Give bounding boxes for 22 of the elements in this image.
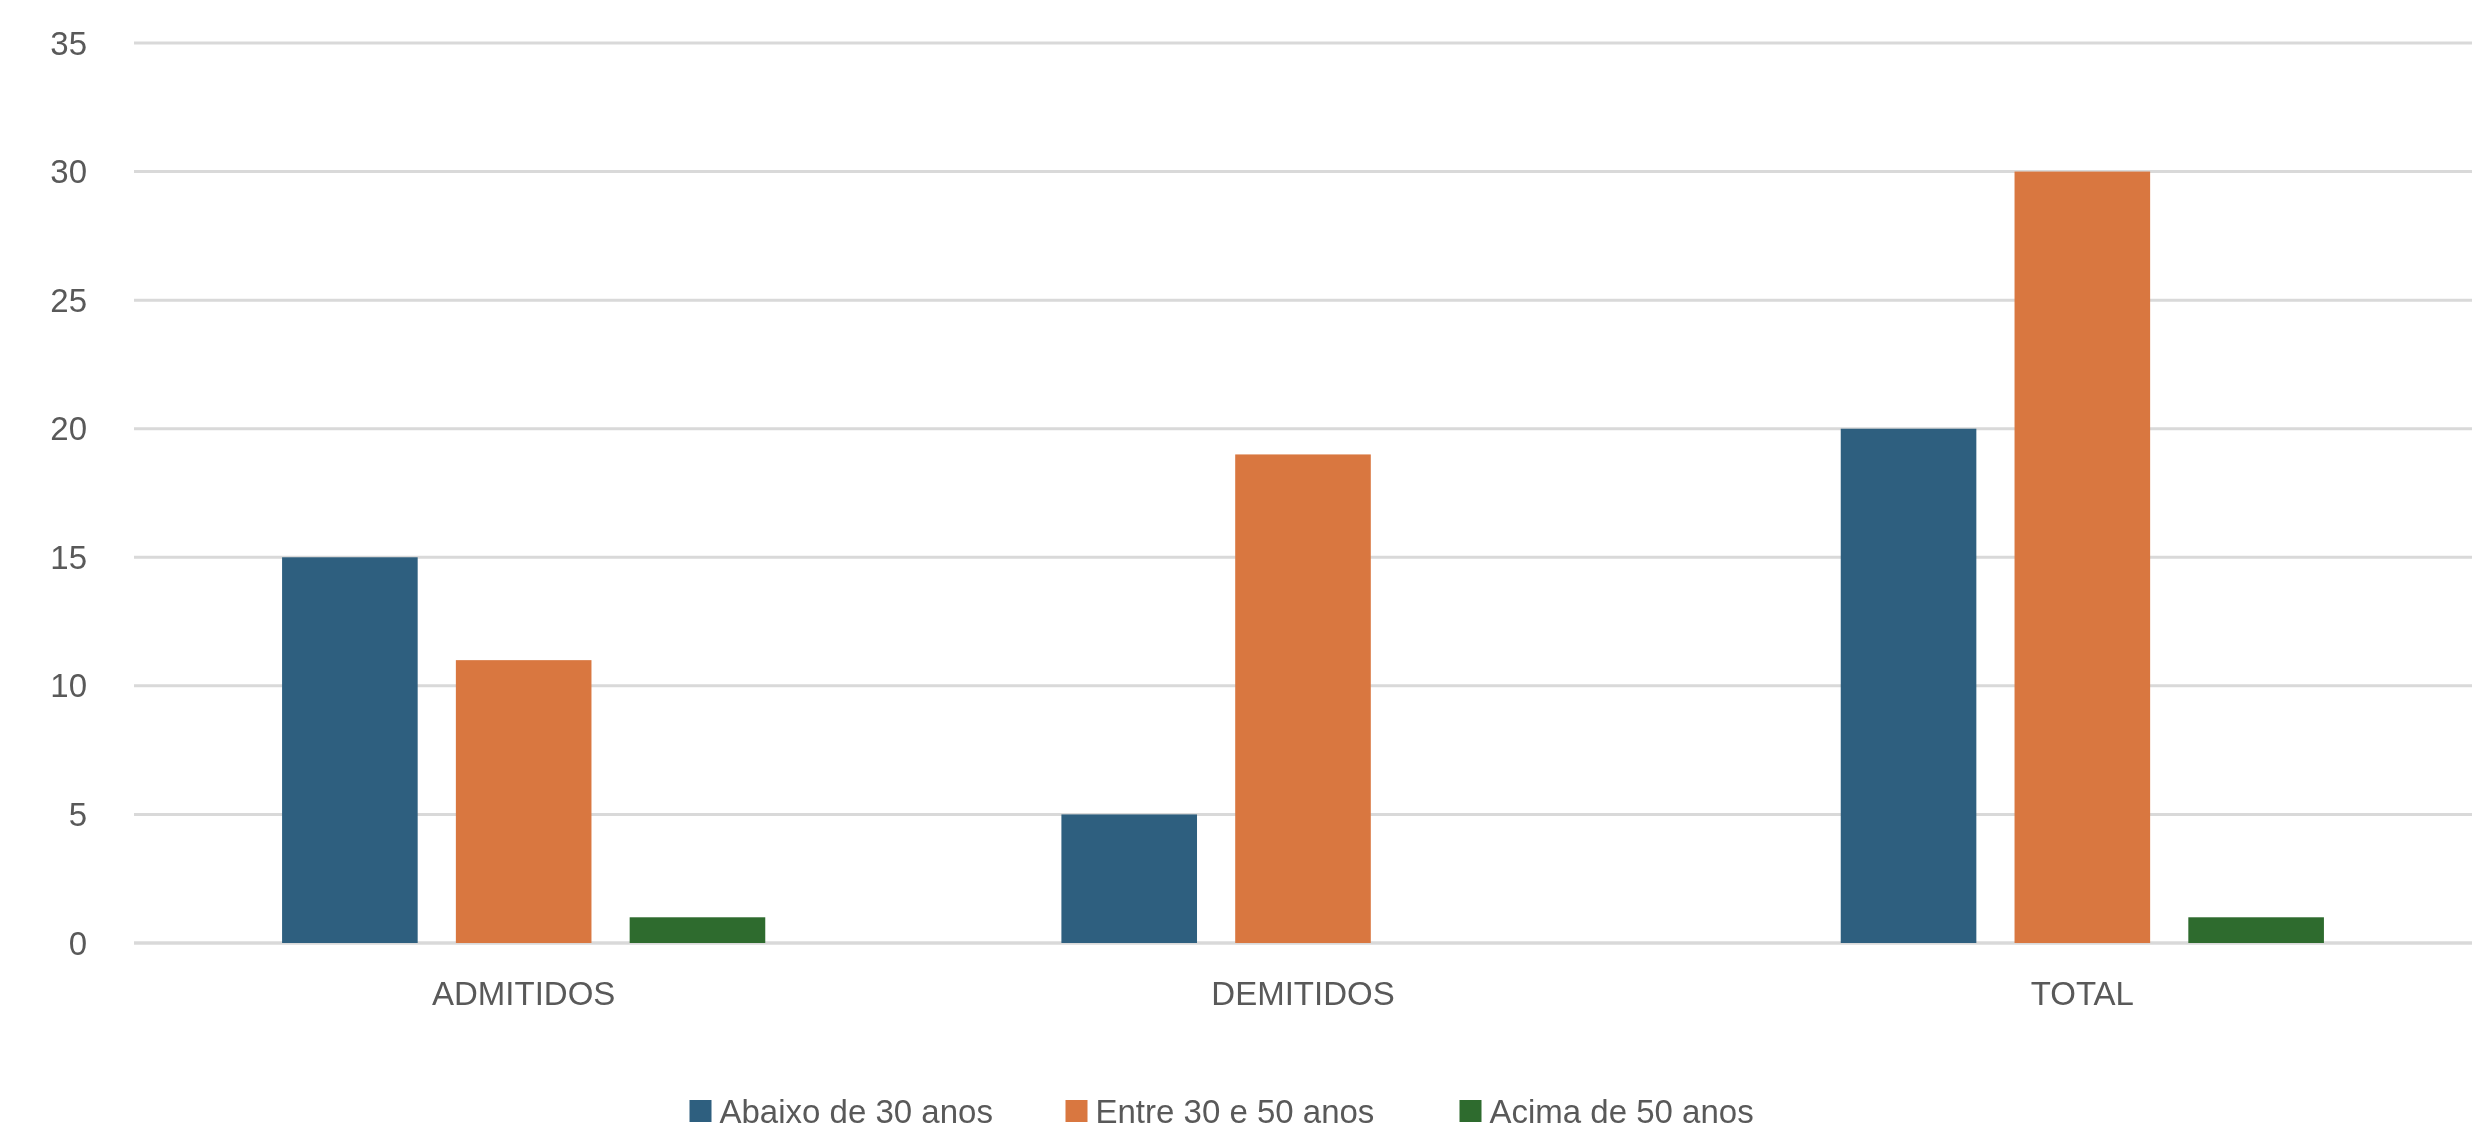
bar <box>629 917 766 943</box>
bar <box>1235 454 1371 943</box>
x-tick-label: TOTAL <box>2030 975 2134 1012</box>
y-tick-label: 10 <box>50 667 87 705</box>
y-tick-label: 35 <box>50 24 87 62</box>
y-tick-label: 25 <box>50 281 87 319</box>
y-tick-label: 20 <box>50 410 87 448</box>
legend-label: Entre 30 e 50 anos <box>1095 1092 1375 1130</box>
x-tick-label: ADMITIDOS <box>431 975 616 1012</box>
bar <box>1061 814 1198 943</box>
y-tick-label: 30 <box>50 153 87 191</box>
y-tick-label: 5 <box>68 795 87 833</box>
bar <box>2014 171 2151 943</box>
legend-label: Abaixo de 30 anos <box>719 1092 993 1130</box>
bar <box>282 557 418 943</box>
y-tick-label: 0 <box>68 924 87 962</box>
bar <box>455 660 592 943</box>
bar <box>2188 917 2324 943</box>
x-tick-label: DEMITIDOS <box>1211 975 1395 1012</box>
bar <box>1840 428 1977 943</box>
legend-label: Acima de 50 anos <box>1489 1092 1754 1130</box>
y-tick-label: 15 <box>50 538 87 576</box>
